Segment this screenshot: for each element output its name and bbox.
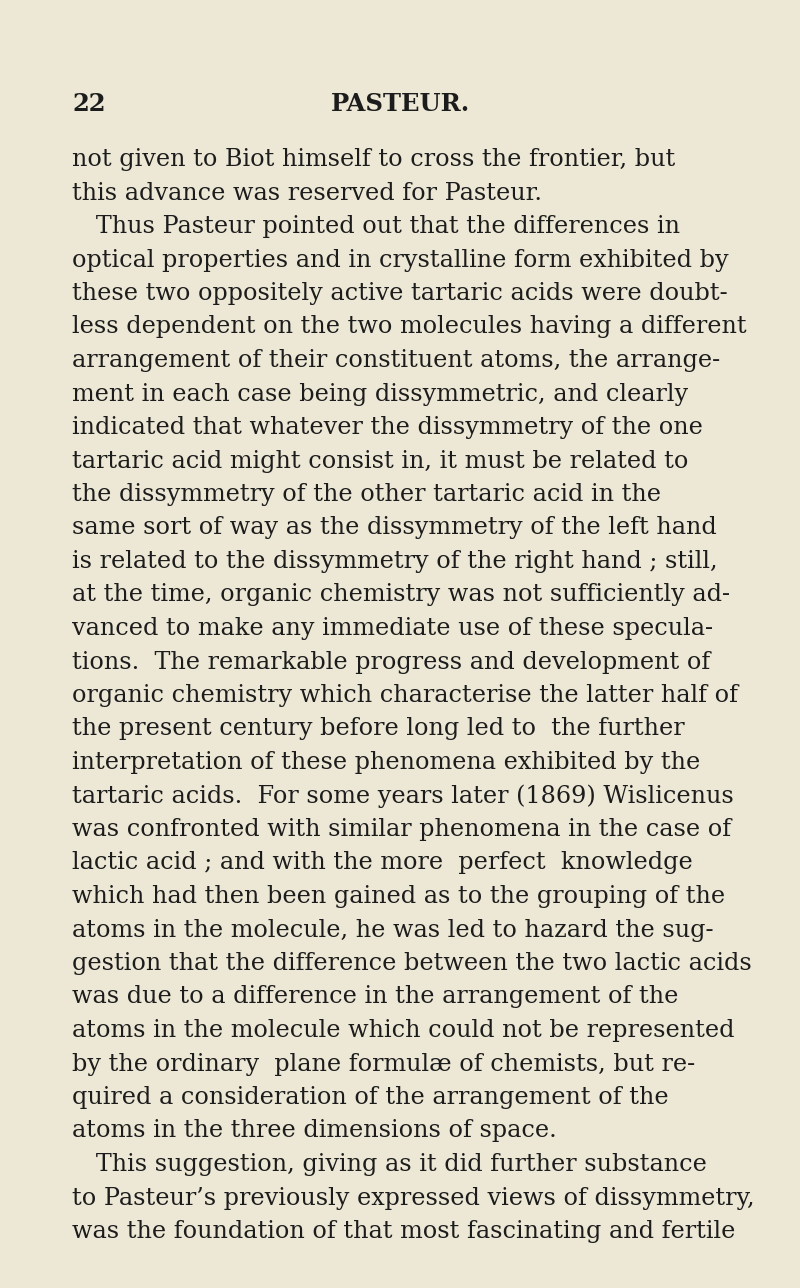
Text: not given to Biot himself to cross the frontier, but: not given to Biot himself to cross the f… [72,148,675,171]
Text: these two oppositely active tartaric acids were doubt-: these two oppositely active tartaric aci… [72,282,728,305]
Text: tartaric acid might consist in, it must be related to: tartaric acid might consist in, it must … [72,450,688,473]
Text: same sort of way as the dissymmetry of the left hand: same sort of way as the dissymmetry of t… [72,516,717,540]
Text: quired a consideration of the arrangement of the: quired a consideration of the arrangemen… [72,1086,669,1109]
Text: tions.  The remarkable progress and development of: tions. The remarkable progress and devel… [72,650,710,674]
Text: PASTEUR.: PASTEUR. [330,91,470,116]
Text: which had then been gained as to the grouping of the: which had then been gained as to the gro… [72,885,725,908]
Text: arrangement of their constituent atoms, the arrange-: arrangement of their constituent atoms, … [72,349,720,372]
Text: organic chemistry which characterise the latter half of: organic chemistry which characterise the… [72,684,738,707]
Text: was due to a difference in the arrangement of the: was due to a difference in the arrangeme… [72,985,678,1009]
Text: interpretation of these phenomena exhibited by the: interpretation of these phenomena exhibi… [72,751,700,774]
Text: by the ordinary  plane formulæ of chemists, but re-: by the ordinary plane formulæ of chemist… [72,1052,695,1075]
Text: tartaric acids.  For some years later (1869) Wislicenus: tartaric acids. For some years later (18… [72,784,734,808]
Text: ment in each case being dissymmetric, and clearly: ment in each case being dissymmetric, an… [72,383,688,406]
Text: at the time, organic chemistry was not sufficiently ad-: at the time, organic chemistry was not s… [72,583,730,607]
Text: optical properties and in crystalline form exhibited by: optical properties and in crystalline fo… [72,249,729,272]
Text: was the foundation of that most fascinating and fertile: was the foundation of that most fascinat… [72,1220,735,1243]
Text: is related to the dissymmetry of the right hand ; still,: is related to the dissymmetry of the rig… [72,550,718,573]
Text: 22: 22 [72,91,106,116]
Text: atoms in the molecule which could not be represented: atoms in the molecule which could not be… [72,1019,734,1042]
Text: atoms in the molecule, he was led to hazard the sug-: atoms in the molecule, he was led to haz… [72,918,714,942]
Text: Thus Pasteur pointed out that the differences in: Thus Pasteur pointed out that the differ… [72,215,680,238]
Text: lactic acid ; and with the more  perfect  knowledge: lactic acid ; and with the more perfect … [72,851,693,875]
Text: This suggestion, giving as it did further substance: This suggestion, giving as it did furthe… [72,1153,707,1176]
Text: to Pasteur’s previously expressed views of dissymmetry,: to Pasteur’s previously expressed views … [72,1186,754,1209]
Text: this advance was reserved for Pasteur.: this advance was reserved for Pasteur. [72,182,542,205]
Text: the dissymmetry of the other tartaric acid in the: the dissymmetry of the other tartaric ac… [72,483,661,506]
Text: atoms in the three dimensions of space.: atoms in the three dimensions of space. [72,1119,557,1142]
Text: gestion that the difference between the two lactic acids: gestion that the difference between the … [72,952,752,975]
Text: less dependent on the two molecules having a different: less dependent on the two molecules havi… [72,316,746,339]
Text: vanced to make any immediate use of these specula-: vanced to make any immediate use of thes… [72,617,713,640]
Text: indicated that whatever the dissymmetry of the one: indicated that whatever the dissymmetry … [72,416,703,439]
Text: the present century before long led to  the further: the present century before long led to t… [72,717,685,741]
Text: was confronted with similar phenomena in the case of: was confronted with similar phenomena in… [72,818,731,841]
